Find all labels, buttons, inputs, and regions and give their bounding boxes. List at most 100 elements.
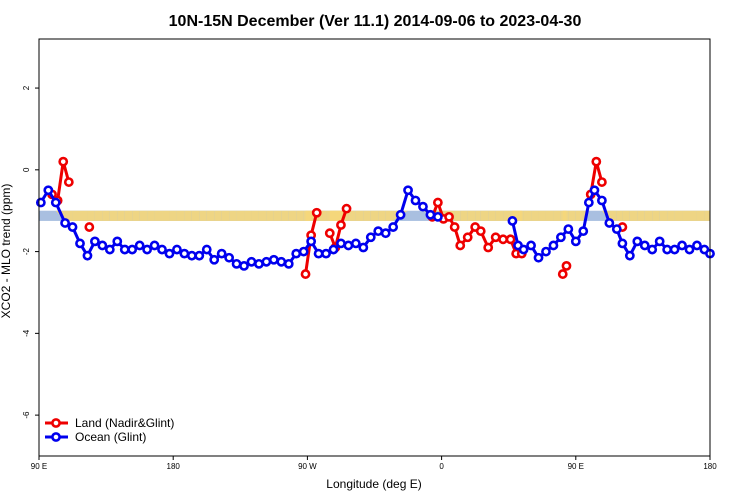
plot-frame [38, 38, 711, 457]
anomaly-fill [348, 210, 356, 221]
anomaly-fill [667, 210, 675, 221]
anomaly-fill [363, 210, 371, 221]
anomaly-fill [568, 210, 576, 221]
data-point [444, 211, 454, 222]
data-point [570, 236, 581, 247]
anomaly-fill-layer [55, 210, 710, 221]
anomaly-fill [132, 210, 140, 221]
anomaly-fill [191, 210, 200, 221]
data-point [239, 260, 249, 271]
legend-item: Ocean (Glint) [45, 430, 146, 444]
anomaly-fill [147, 210, 155, 221]
y-tick-label: -6 [22, 411, 31, 419]
x-tick-label: 0 [439, 462, 444, 471]
anomaly-fill [488, 210, 496, 221]
anomaly-fill [637, 210, 645, 221]
anomaly-fill [281, 210, 289, 221]
data-point [209, 254, 220, 265]
anomaly-fill [87, 210, 95, 221]
legend-swatch-point [51, 418, 61, 428]
data-point [179, 248, 190, 259]
data-point [604, 218, 615, 228]
y-tick-label: 2 [22, 85, 31, 90]
anomaly-fill [652, 210, 660, 221]
anomaly-fill [296, 210, 304, 221]
anomaly-fill [139, 210, 148, 221]
anomaly-fill [162, 210, 170, 221]
data-point [475, 226, 486, 237]
anomaly-fill [629, 210, 638, 221]
data-point [216, 248, 227, 259]
anomaly-fill [229, 210, 237, 221]
anomaly-fill [80, 210, 88, 221]
data-point [578, 226, 589, 237]
anomaly-fill [467, 210, 476, 221]
data-point [50, 197, 61, 208]
y-tick-label: -2 [22, 247, 31, 255]
data-point [336, 238, 346, 249]
anomaly-fill [545, 210, 554, 221]
data-point [654, 236, 665, 247]
data-point [669, 244, 680, 255]
anomaly-fill [682, 210, 690, 221]
anomaly-fill [696, 210, 705, 221]
data-point [336, 220, 346, 230]
anomaly-fill [184, 210, 192, 221]
data-point [662, 244, 673, 255]
data-point [82, 250, 93, 261]
data-point [224, 252, 235, 263]
data-point [35, 197, 46, 208]
anomaly-fill [244, 210, 252, 221]
legend-item: Land (Nadir&Glint) [45, 416, 174, 430]
data-point [684, 244, 695, 255]
y-axis: 2 0 -2 -4 -6 [22, 85, 39, 419]
data-point [283, 258, 294, 269]
data-point [104, 244, 115, 255]
anomaly-fill [117, 210, 125, 221]
anomaly-fill [704, 210, 710, 221]
data-point [328, 244, 339, 255]
data-point [127, 244, 138, 255]
anomaly-fill [258, 210, 267, 221]
anomaly-fill [221, 210, 230, 221]
data-point [583, 197, 594, 208]
data-point [276, 256, 287, 267]
data-point [692, 240, 702, 251]
anomaly-fill [214, 210, 222, 221]
anomaly-fill [176, 210, 185, 221]
anomaly-fill [523, 210, 532, 221]
data-point [596, 177, 607, 187]
legend-label: Ocean (Glint) [75, 430, 146, 444]
chart-title: 10N-15N December (Ver 11.1) 2014-09-06 t… [169, 13, 582, 30]
anomaly-fill [480, 210, 489, 221]
data-point [119, 244, 130, 255]
data-point [201, 244, 212, 255]
data-point [313, 248, 324, 259]
data-point [639, 240, 650, 251]
anomaly-fill [475, 210, 481, 221]
data-point [246, 256, 257, 267]
data-point [507, 216, 518, 226]
data-point [300, 269, 311, 279]
data-point [324, 228, 335, 239]
x-tick-label: 90 W [298, 462, 317, 471]
anomaly-fill [674, 210, 683, 221]
series-land [47, 156, 628, 279]
anomaly-fill [288, 210, 297, 221]
anomaly-fill [560, 210, 569, 221]
anomaly-fill [460, 210, 468, 221]
data-point [291, 248, 302, 259]
data-point [432, 211, 443, 222]
anomaly-fill [124, 210, 133, 221]
data-point [388, 222, 399, 232]
x-tick-label: 180 [703, 462, 717, 471]
data-point [403, 185, 413, 196]
data-point [172, 244, 182, 255]
data-point [43, 185, 54, 196]
data-point [321, 248, 331, 259]
data-point [425, 209, 436, 220]
series-line [328, 208, 348, 249]
x-axis-label: Longitude (deg E) [326, 477, 421, 491]
anomaly-fill [689, 210, 697, 221]
data-point [677, 240, 687, 251]
